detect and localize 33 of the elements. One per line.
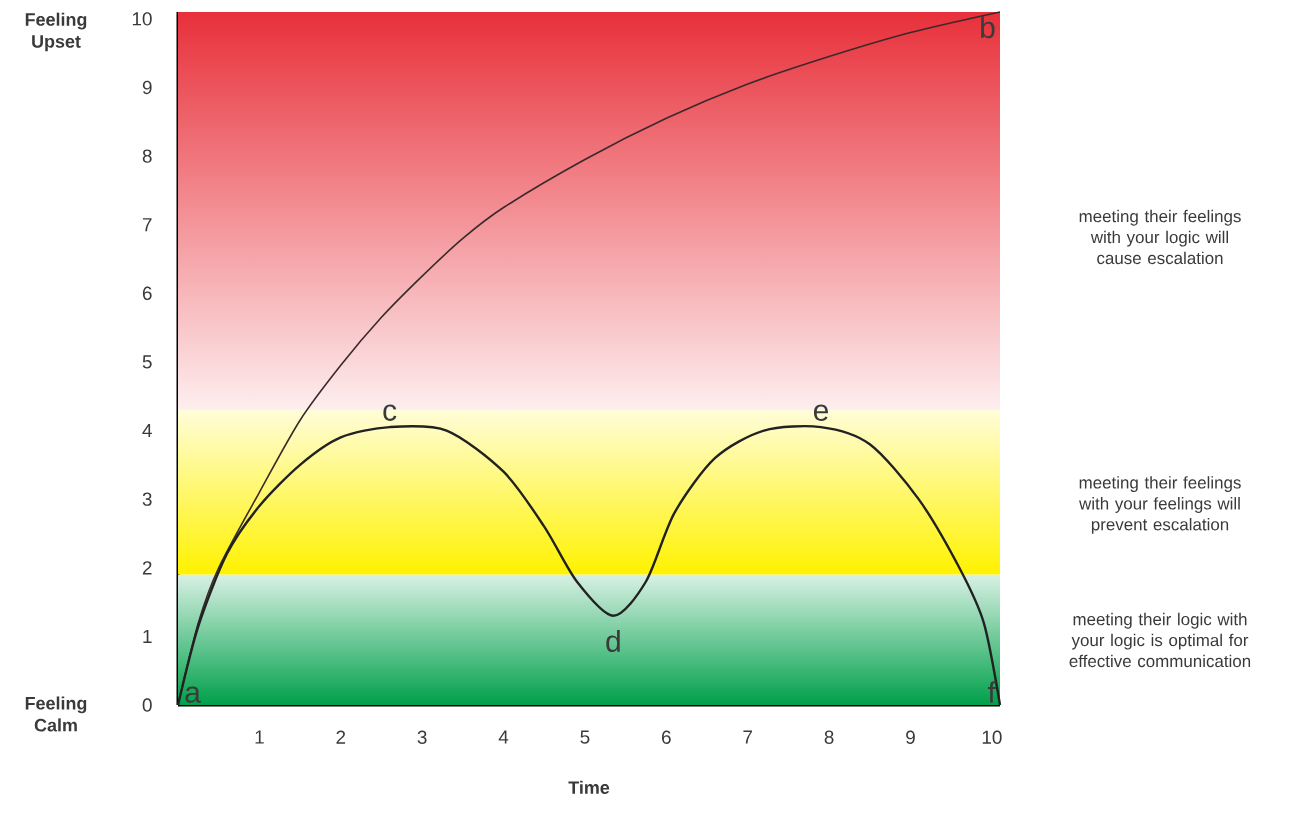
- x-tick-label: 9: [906, 730, 915, 744]
- text: Feeling Calm: [25, 696, 87, 732]
- y-tick-label: 7: [142, 218, 152, 232]
- y-tick-label: 10: [132, 12, 152, 26]
- y-tick-label: 2: [142, 561, 152, 575]
- x-tick-label: 10: [982, 730, 1002, 744]
- y-tick-label: 9: [142, 80, 152, 95]
- annotation: c: [383, 404, 397, 421]
- y-tick-label: 3: [142, 492, 152, 506]
- y-tick-label: 4: [142, 424, 152, 438]
- x-tick-label: 8: [824, 730, 834, 744]
- text: meeting their feelings with your feelings will prevent escalation: [1079, 476, 1241, 534]
- annotation: b: [981, 16, 995, 39]
- y-tick-label: 6: [142, 286, 152, 301]
- y-tick-label: 8: [142, 149, 152, 163]
- x-tick-label: 1: [255, 730, 264, 744]
- annotation: a: [185, 686, 201, 703]
- y-tick-label: 0: [142, 698, 152, 712]
- x-tick-label: 2: [336, 730, 346, 744]
- text: Feeling Upset: [25, 12, 87, 52]
- annotation: f: [987, 681, 996, 703]
- text: meeting their logic with your logic is optimal for effective communication: [1069, 612, 1251, 668]
- y-tick-label: 5: [142, 355, 152, 369]
- x-tick-label: 7: [743, 730, 753, 744]
- annotation: d: [606, 630, 620, 652]
- x-axis-title: Time: [568, 780, 610, 794]
- x-tick-label: 3: [417, 730, 427, 744]
- x-tick-label: 4: [498, 730, 509, 744]
- annotation: e: [813, 404, 828, 421]
- text: meeting their feelings with your logic will cause escalation: [1079, 209, 1241, 265]
- y-tick-label: 1: [143, 629, 152, 643]
- x-tick-label: 5: [580, 730, 590, 744]
- x-tick-label: 6: [662, 730, 671, 744]
